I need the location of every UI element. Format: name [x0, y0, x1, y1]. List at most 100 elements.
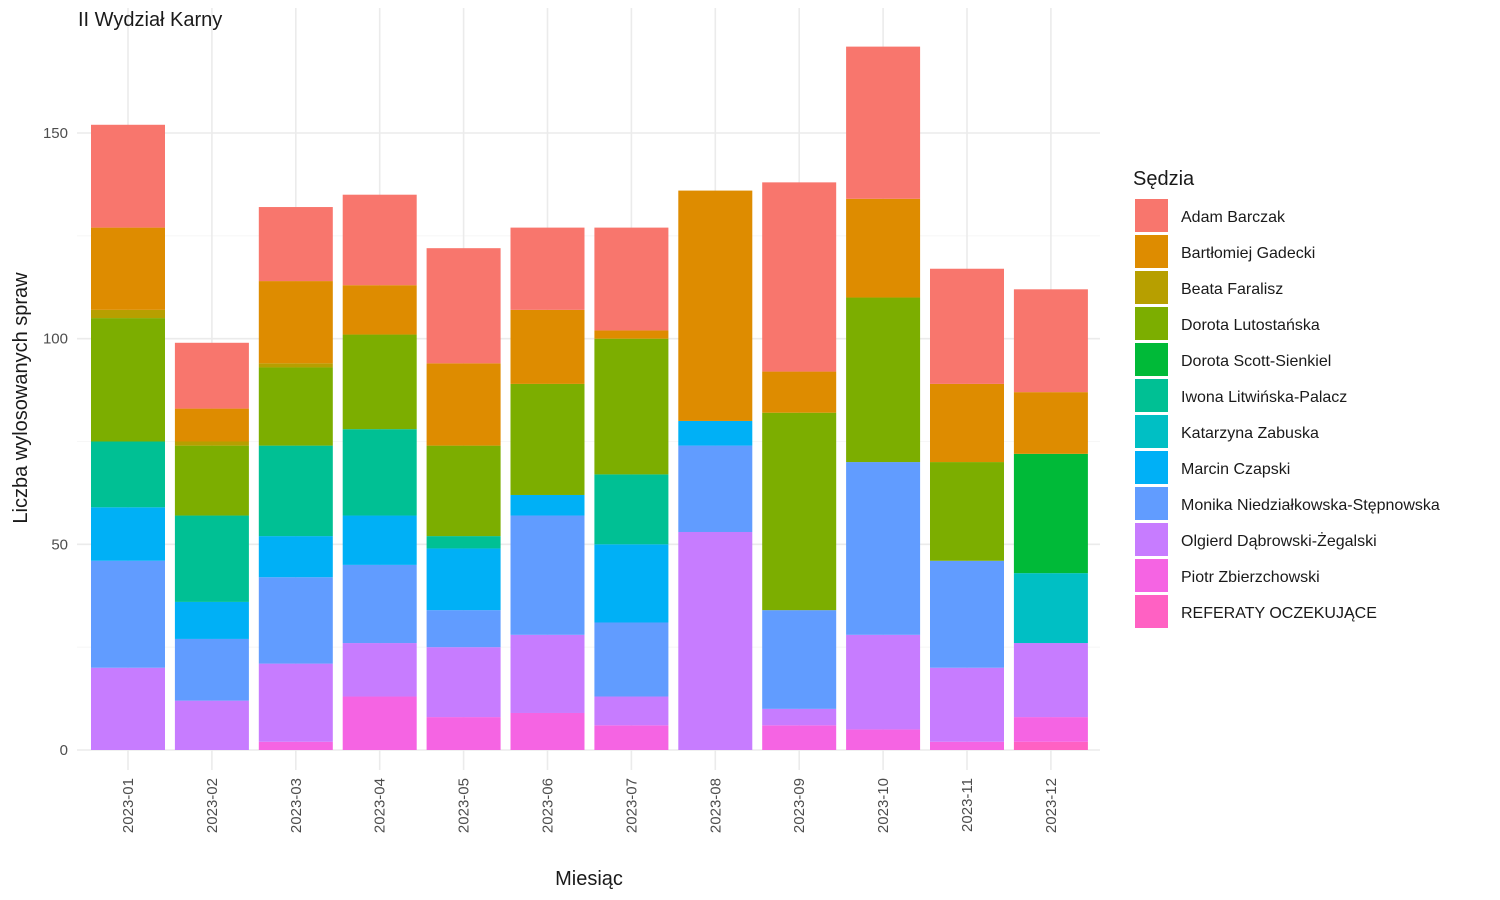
bar-segment	[342, 194, 417, 286]
bar-segment	[594, 338, 669, 475]
bar-segment	[174, 515, 249, 602]
bar-segment	[762, 412, 837, 611]
bar-segment	[1013, 453, 1088, 574]
bar-segment	[426, 717, 501, 750]
x-tick-label: 2023-09	[791, 778, 808, 833]
legend-label: REFERATY OCZEKUJĄCE	[1181, 605, 1377, 622]
bar-segment	[510, 515, 585, 635]
legend-key	[1135, 559, 1168, 592]
bar-segment	[510, 309, 585, 384]
bar-segment	[258, 663, 333, 742]
bar-segment	[510, 712, 585, 750]
bar-segment	[258, 281, 333, 364]
bar-segment	[426, 445, 501, 537]
bar-segment	[174, 408, 249, 442]
bar-segment	[930, 462, 1004, 561]
bar-segment	[91, 318, 165, 442]
bar-segment	[342, 334, 417, 430]
bar-segment	[762, 610, 837, 709]
bar-segment	[930, 560, 1004, 668]
bar-segment	[930, 268, 1004, 384]
legend-key	[1135, 343, 1168, 376]
bar-segment	[846, 462, 921, 635]
bar-segment	[91, 667, 165, 750]
legend-label: Bartłomiej Gadecki	[1181, 245, 1315, 262]
bar-segment	[91, 309, 165, 319]
bar-segment	[510, 383, 585, 495]
legend-label: Dorota Lutostańska	[1181, 317, 1320, 334]
legend-label: Monika Niedziałkowska-Stępnowska	[1181, 497, 1440, 514]
bar-segment	[426, 536, 501, 549]
bar-segment	[594, 474, 669, 545]
bar-segment	[594, 622, 669, 697]
bar-segment	[930, 667, 1004, 742]
legend-label: Piotr Zbierzchowski	[1181, 569, 1320, 586]
bar-segment	[762, 371, 837, 413]
bar-segment	[846, 46, 921, 199]
bar-segment	[594, 330, 669, 339]
legend-label: Katarzyna Zabuska	[1181, 425, 1319, 442]
bar-segment	[510, 227, 585, 310]
bar-segment	[426, 548, 501, 611]
bar-segment	[846, 198, 921, 298]
bar-segment	[91, 227, 165, 310]
bar-segment	[342, 696, 417, 750]
legend-label: Olgierd Dąbrowski-Żegalski	[1181, 531, 1377, 550]
bar-segment	[762, 182, 837, 372]
bar-segment	[91, 507, 165, 561]
x-tick-label: 2023-03	[288, 778, 305, 833]
bar-segment	[1013, 573, 1088, 644]
legend-key	[1135, 271, 1168, 304]
legend-key	[1135, 235, 1168, 268]
y-tick-label: 100	[43, 331, 68, 348]
bar-segment	[1013, 392, 1088, 454]
y-tick-label: 0	[60, 742, 68, 759]
bar-segment	[678, 420, 753, 446]
bar-segment	[258, 445, 333, 537]
chart-title: II Wydział Karny	[78, 9, 222, 31]
legend-label: Iwona Litwińska-Palacz	[1181, 389, 1347, 406]
x-tick-label: 2023-08	[707, 778, 724, 833]
x-tick-label: 2023-01	[120, 778, 137, 833]
x-tick-label: 2023-06	[540, 778, 557, 833]
x-tick-label: 2023-10	[875, 778, 892, 833]
bar-segment	[258, 577, 333, 664]
bar-segment	[258, 207, 333, 282]
bar-segment	[594, 696, 669, 726]
legend-label: Adam Barczak	[1181, 209, 1286, 226]
bar-segment	[594, 544, 669, 623]
x-tick-label: 2023-05	[456, 778, 473, 833]
bar-segment	[426, 647, 501, 718]
bar-segment	[258, 741, 333, 750]
x-tick-label: 2023-07	[623, 778, 640, 833]
bar-segment	[930, 383, 1004, 463]
bar-segment	[1013, 643, 1088, 718]
bar-segment	[342, 643, 417, 697]
legend-key	[1135, 379, 1168, 412]
bar-segment	[1013, 289, 1088, 393]
bar-segment	[1013, 717, 1088, 742]
bar-segment	[342, 429, 417, 516]
legend-label: Dorota Scott-Sienkiel	[1181, 353, 1331, 370]
legend-key	[1135, 415, 1168, 448]
x-tick-label: 2023-04	[372, 778, 389, 833]
bar-segment	[426, 610, 501, 648]
bar-segment	[930, 741, 1004, 750]
x-axis-title: Miesiąc	[555, 868, 623, 890]
bar-segment	[174, 441, 249, 446]
bar-segment	[594, 227, 669, 331]
legend-key	[1135, 523, 1168, 556]
legend-key	[1135, 595, 1168, 628]
bar-segment	[342, 285, 417, 335]
legend-key	[1135, 487, 1168, 520]
bar-segment	[258, 536, 333, 578]
x-tick-label: 2023-11	[959, 778, 976, 832]
y-tick-label: 50	[51, 536, 68, 553]
bar-segment	[174, 700, 249, 750]
bar-segment	[678, 531, 753, 750]
legend-label: Beata Faralisz	[1181, 281, 1283, 298]
bar-segment	[846, 729, 921, 750]
bar-segment	[91, 560, 165, 668]
bar-segment	[258, 363, 333, 368]
